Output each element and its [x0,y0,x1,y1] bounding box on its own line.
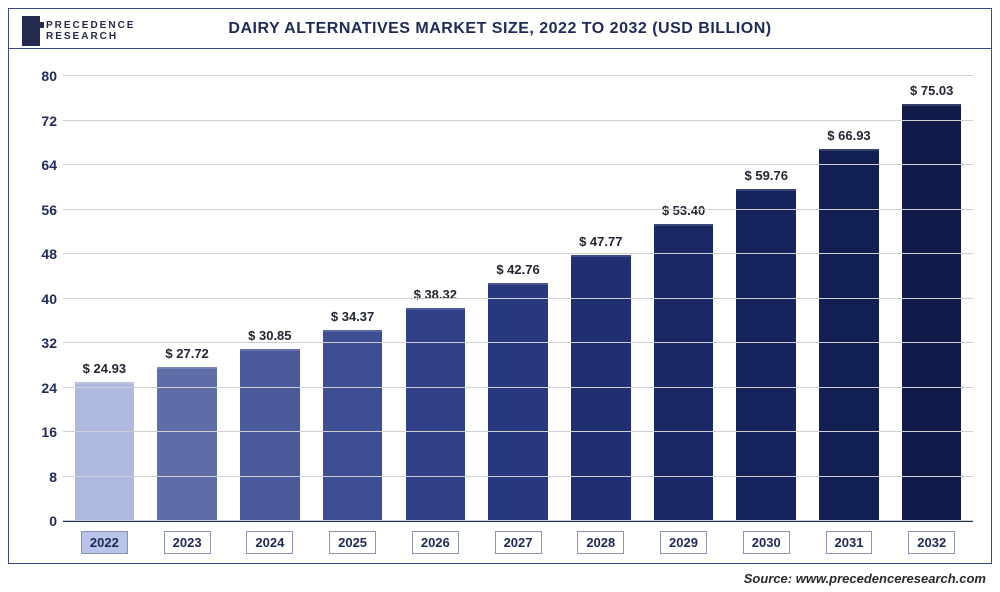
bar-group: $ 75.03 [890,76,973,521]
x-tick-label: 2022 [81,531,128,554]
x-tick-label: 2023 [164,531,211,554]
grid-line [63,164,973,165]
y-tick-label: 56 [25,202,57,218]
bar-value-label: $ 38.32 [414,287,457,302]
grid-line [63,75,973,76]
x-tick-label: 2032 [908,531,955,554]
x-tick-label: 2026 [412,531,459,554]
bar-value-label: $ 47.77 [579,234,622,249]
grid-line [63,253,973,254]
bar-value-label: $ 53.40 [662,203,705,218]
bar-group: $ 53.40 [642,76,725,521]
x-tick-label: 2024 [246,531,293,554]
bar-value-label: $ 75.03 [910,83,953,98]
bar [323,330,383,521]
chart-title: DAIRY ALTERNATIVES MARKET SIZE, 2022 TO … [9,9,991,49]
y-tick-label: 64 [25,157,57,173]
x-tick-label: 2028 [577,531,624,554]
y-tick-label: 0 [25,513,57,529]
grid-line [63,209,973,210]
grid-line [63,387,973,388]
bar-value-label: $ 66.93 [827,128,870,143]
source-text: Source: www.precedenceresearch.com [744,571,986,586]
x-tick-label: 2031 [826,531,873,554]
x-label-box: 2032 [890,525,973,559]
grid-line [63,342,973,343]
y-tick-label: 16 [25,424,57,440]
x-tick-label: 2027 [495,531,542,554]
bar-group: $ 38.32 [394,76,477,521]
y-tick-label: 8 [25,469,57,485]
bar-value-label: $ 24.93 [83,361,126,376]
bar [488,283,548,521]
bar [240,349,300,521]
bar [902,104,962,521]
x-label-box: 2023 [146,525,229,559]
x-label-box: 2028 [559,525,642,559]
grid-line [63,431,973,432]
bar [819,149,879,521]
grid-line [63,476,973,477]
bar-value-label: $ 34.37 [331,309,374,324]
grid-line [63,298,973,299]
bar [406,308,466,521]
chart-area: $ 24.93 $ 27.72 $ 30.85 $ 34.37 $ 38.32 $ 42.… [9,50,991,563]
bar-group: $ 27.72 [146,76,229,521]
x-label-box: 2024 [228,525,311,559]
bar [571,255,631,521]
grid-line [63,520,973,521]
y-tick-label: 48 [25,246,57,262]
x-label-box: 2030 [725,525,808,559]
x-label-box: 2026 [394,525,477,559]
y-tick-label: 32 [25,335,57,351]
x-label-box: 2025 [311,525,394,559]
bar-group: $ 66.93 [808,76,891,521]
bar [157,367,217,521]
bar-group: $ 42.76 [477,76,560,521]
x-tick-label: 2030 [743,531,790,554]
bar [75,382,135,521]
x-label-box: 2027 [477,525,560,559]
bar-value-label: $ 59.76 [745,168,788,183]
y-tick-label: 24 [25,380,57,396]
x-axis-labels: 2022 2023 2024 2025 2026 2027 2028 2029 2030 2031… [63,525,973,559]
bars-container: $ 24.93 $ 27.72 $ 30.85 $ 34.37 $ 38.32 $ 42.… [63,76,973,521]
bar-value-label: $ 42.76 [496,262,539,277]
bar-group: $ 47.77 [559,76,642,521]
bar-group: $ 59.76 [725,76,808,521]
bar-group: $ 24.93 [63,76,146,521]
grid-line [63,120,973,121]
x-tick-label: 2029 [660,531,707,554]
plot-region: $ 24.93 $ 27.72 $ 30.85 $ 34.37 $ 38.32 $ 42.… [63,76,973,521]
bar-value-label: $ 27.72 [165,346,208,361]
x-tick-label: 2025 [329,531,376,554]
chart-frame: DAIRY ALTERNATIVES MARKET SIZE, 2022 TO … [8,8,992,564]
bar [736,189,796,521]
x-label-box: 2031 [808,525,891,559]
y-tick-label: 40 [25,291,57,307]
bar-group: $ 30.85 [228,76,311,521]
bar-group: $ 34.37 [311,76,394,521]
y-tick-label: 72 [25,113,57,129]
y-tick-label: 80 [25,68,57,84]
x-label-box: 2029 [642,525,725,559]
x-label-box: 2022 [63,525,146,559]
